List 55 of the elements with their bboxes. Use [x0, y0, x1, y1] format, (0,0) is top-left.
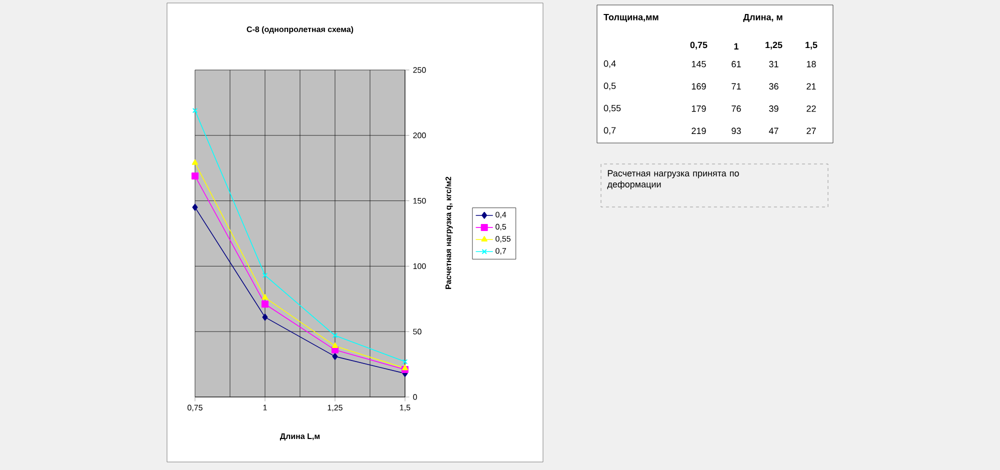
chart-title: С-8 (однопролетная схема): [246, 26, 354, 34]
data-label: 21: [806, 83, 816, 90]
data-label: 61: [732, 60, 741, 68]
data-label: 39: [769, 105, 778, 112]
x-tick-label: 1,25: [766, 42, 782, 50]
y-tick-label: 150: [413, 198, 426, 204]
data-label: 27: [806, 128, 816, 134]
y-tick-label: 200: [413, 132, 426, 138]
data-label: 18: [806, 60, 816, 68]
point: [192, 159, 198, 165]
y-tick-label: 100: [413, 263, 426, 270]
x-tick-label: 1,5: [400, 404, 410, 412]
y-axis-title: Расчетная нагрузка q, кгс/м2: [445, 176, 453, 289]
data-label: 219: [692, 128, 706, 134]
x-tick-label: 1,5: [806, 42, 818, 50]
data-label: 169: [692, 83, 706, 90]
x-tick-label: 0,75: [690, 42, 708, 50]
y-axis-title: Толщина,мм: [604, 14, 658, 22]
point: [262, 272, 268, 278]
x-tick-label: 1,25: [328, 404, 342, 412]
legend-label: 0,55: [496, 236, 511, 243]
text: Расчетная нагрузка принята по деформации: [607, 170, 739, 190]
y-tick-label: 250: [413, 67, 426, 73]
point: [402, 364, 408, 370]
y-tick-label: 50: [413, 328, 422, 334]
x-tick-label: 0,75: [188, 404, 202, 412]
y-tick-label: 0,55: [604, 104, 621, 112]
legend-label: 0,5: [496, 224, 506, 231]
data-label: 71: [732, 83, 741, 90]
point: [332, 332, 338, 338]
point: [262, 294, 268, 300]
data-label: 47: [768, 128, 778, 134]
y-tick-label: 0,5: [604, 82, 616, 90]
data-label: 31: [769, 60, 778, 68]
point: [192, 172, 199, 180]
x-axis-title: Длина, м: [743, 14, 782, 22]
data-label: 36: [769, 83, 778, 90]
x-axis-title: Длина L,м: [280, 433, 320, 441]
legend-label: 0,4: [496, 212, 506, 218]
point: [332, 342, 338, 348]
data-label: 179: [692, 105, 706, 112]
point: [262, 300, 269, 308]
data-label: 22: [806, 105, 816, 112]
x-tick-label: 1: [263, 404, 267, 410]
y-tick-label: 0,7: [604, 127, 616, 135]
point: [262, 314, 268, 321]
data-label: 93: [732, 128, 741, 134]
point: [332, 352, 338, 360]
y-tick-label: 0,4: [604, 60, 616, 68]
data-label: 145: [692, 60, 706, 68]
point: [192, 204, 198, 211]
data-label: 76: [732, 105, 741, 112]
legend-label: 0,7: [496, 248, 506, 255]
y-tick-label: 0: [413, 394, 417, 400]
x-tick-label: 1: [734, 43, 739, 50]
